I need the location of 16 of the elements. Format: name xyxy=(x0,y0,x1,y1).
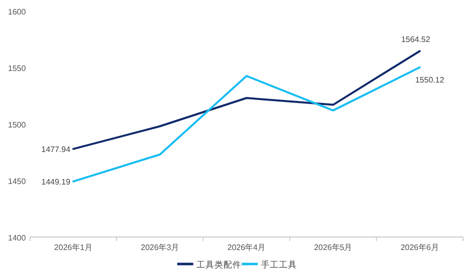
x-tick-label: 2026年4月 xyxy=(227,243,266,252)
data-label: 1449.19 xyxy=(41,177,71,186)
data-label: 1477.94 xyxy=(41,144,71,154)
x-tick-label: 2026年6月 xyxy=(400,243,439,252)
y-tick-label: 1400 xyxy=(8,234,26,242)
x-tick-label: 2026年1月 xyxy=(54,243,92,252)
x-tick-label: 2026年3月 xyxy=(140,243,180,252)
data-label: 1550.12 xyxy=(415,75,445,84)
y-tick-label: 1450 xyxy=(8,177,26,186)
legend-label: 手工工具 xyxy=(260,260,297,270)
y-tick-label: 1550 xyxy=(8,64,26,73)
y-tick-label: 1500 xyxy=(8,120,26,130)
y-tick-label: 1600 xyxy=(8,8,26,16)
data-label: 1564.52 xyxy=(401,35,431,44)
legend-label: 工具类配件 xyxy=(196,260,242,270)
x-tick-label: 2026年5月 xyxy=(314,243,352,252)
